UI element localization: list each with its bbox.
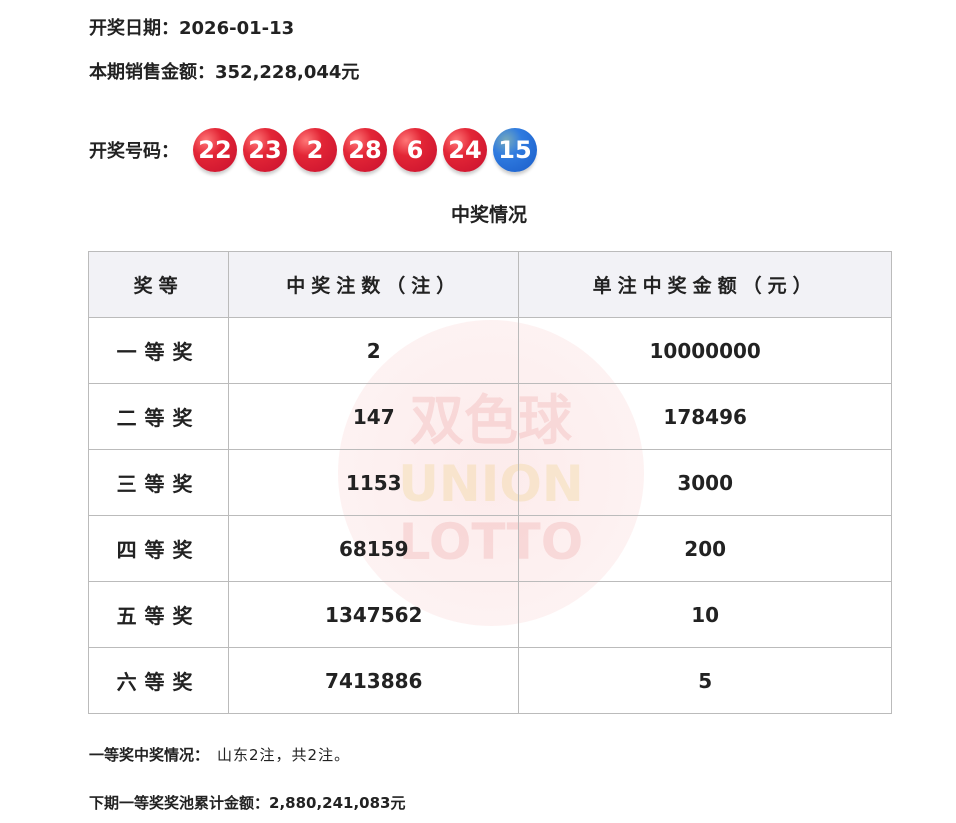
- jackpot-pool: 下期一等奖奖池累计金额：2,880,241,083元: [89, 792, 405, 813]
- winner-count: 147: [228, 383, 520, 450]
- numbers-label: 开奖号码：: [89, 141, 179, 162]
- prize-table: 奖等 中奖注数（注） 单注中奖金额（元） 一等奖 2 10000000 二等奖 147 1…: [87, 251, 892, 714]
- ball-list: 22 23 2 28 6 24 15: [193, 128, 543, 172]
- header-level: 奖等: [87, 251, 230, 318]
- pool-value: 2,880,241,083元: [269, 794, 406, 812]
- prize-level: 二等奖: [87, 383, 230, 450]
- red-ball: 24: [443, 128, 487, 172]
- draw-date-value: 2026-01-13: [179, 18, 295, 39]
- sales-value: 352,228,044元: [215, 62, 360, 83]
- blue-ball: 15: [493, 128, 537, 172]
- prize-amount: 178496: [518, 383, 892, 450]
- table-row: 一等奖 2 10000000: [87, 317, 892, 384]
- winner-count: 7413886: [228, 647, 520, 714]
- table-row: 二等奖 147 178496: [87, 383, 892, 450]
- table-title: 中奖情况: [450, 204, 527, 226]
- prize-amount: 10000000: [518, 317, 892, 384]
- winner-count: 68159: [228, 515, 520, 582]
- winner-count: 1153: [228, 449, 520, 516]
- prize-level: 六等奖: [87, 647, 230, 714]
- table-row: 六等奖 7413886 5: [87, 647, 892, 714]
- prize-amount: 200: [518, 515, 892, 582]
- prize-amount: 5: [518, 647, 892, 714]
- red-ball: 6: [393, 128, 437, 172]
- draw-date-label: 开奖日期：: [89, 18, 179, 39]
- first-prize-label: 一等奖中奖情况：: [89, 746, 210, 764]
- prize-amount: 3000: [518, 449, 892, 516]
- header-amount: 单注中奖金额（元）: [518, 251, 892, 318]
- sales-label: 本期销售金额：: [89, 62, 215, 83]
- first-prize-value: 山东2注，共2注。: [217, 746, 351, 764]
- table-row: 三等奖 1153 3000: [87, 449, 892, 516]
- prize-amount: 10: [518, 581, 892, 648]
- pool-label: 下期一等奖奖池累计金额：: [89, 794, 270, 812]
- table-row: 五等奖 1347562 10: [87, 581, 892, 648]
- table-row: 四等奖 68159 200: [87, 515, 892, 582]
- header-count: 中奖注数（注）: [228, 251, 520, 318]
- prize-level: 三等奖: [87, 449, 230, 516]
- red-ball: 23: [243, 128, 287, 172]
- draw-date: 开奖日期：2026-01-13: [89, 14, 294, 40]
- sales-amount: 本期销售金额：352,228,044元: [89, 58, 359, 84]
- prize-level: 四等奖: [87, 515, 230, 582]
- prize-level: 一等奖: [87, 317, 230, 384]
- first-prize-info: 一等奖中奖情况： 山东2注，共2注。: [89, 744, 350, 765]
- red-ball: 28: [343, 128, 387, 172]
- prize-level: 五等奖: [87, 581, 230, 648]
- winner-count: 1347562: [228, 581, 520, 648]
- red-ball: 2: [293, 128, 337, 172]
- header-row: 奖等 中奖注数（注） 单注中奖金额（元）: [87, 251, 892, 318]
- red-ball: 22: [193, 128, 237, 172]
- winning-numbers: 开奖号码： 22 23 2 28 6 24 15: [89, 128, 543, 172]
- winner-count: 2: [228, 317, 520, 384]
